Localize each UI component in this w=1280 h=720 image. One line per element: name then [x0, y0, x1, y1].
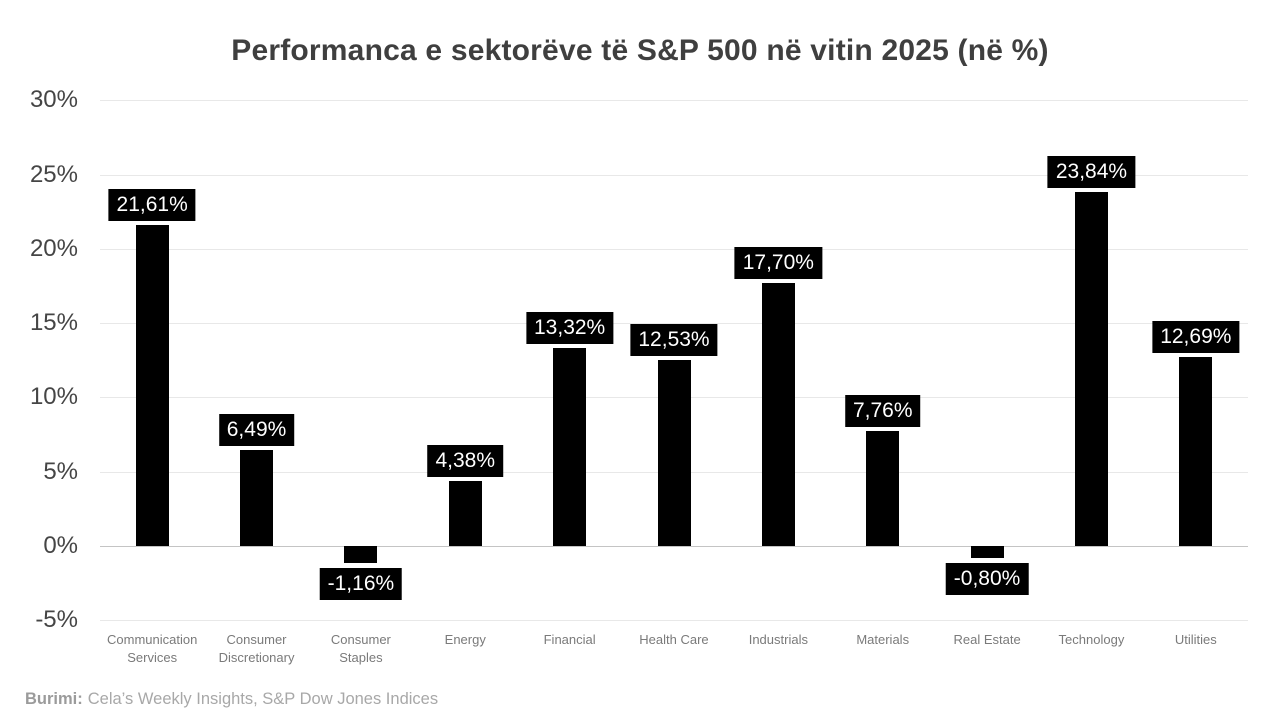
x-category-label: Technology — [1058, 632, 1125, 647]
x-category-label: Energy — [444, 632, 486, 647]
y-axis-tick-label: -5% — [35, 606, 78, 634]
x-category-label: Financial — [543, 632, 596, 647]
y-axis-tick-label: 30% — [29, 86, 78, 114]
bar-value-label: 23,84% — [1047, 155, 1136, 188]
x-category-label: Consumer Discretionary — [218, 632, 295, 665]
bar-value-label: 4,38% — [427, 444, 504, 477]
bar — [970, 546, 1004, 558]
x-category-label: Communication Services — [107, 632, 198, 665]
source-text: Cela’s Weekly Insights, S&P Dow Jones In… — [87, 690, 439, 708]
bar — [761, 283, 795, 546]
gridline — [100, 620, 1248, 622]
bar-value-label: 17,70% — [734, 247, 822, 280]
y-axis-tick-label: 5% — [43, 457, 78, 485]
gridline — [100, 248, 1248, 250]
bar — [448, 480, 482, 546]
gridline — [100, 100, 1248, 102]
bar — [657, 359, 691, 546]
bar — [344, 546, 378, 564]
chart-title: Performanca e sektorëve të S&P 500 në vi… — [231, 34, 1049, 67]
source-label: Burimi: — [25, 690, 83, 708]
bar-value-label: -0,80% — [945, 562, 1029, 595]
y-axis-tick-label: 20% — [29, 234, 78, 262]
x-category-label: Materials — [856, 632, 910, 647]
x-category-label: Health Care — [639, 632, 709, 647]
bar — [1179, 357, 1213, 546]
bar — [135, 224, 169, 546]
bar-value-label: 21,61% — [108, 188, 196, 221]
x-category-label: Real Estate — [953, 632, 1021, 647]
gridline — [100, 174, 1248, 176]
x-category-label: Consumer Staples — [330, 632, 391, 665]
bar-value-label: 7,76% — [844, 394, 921, 427]
bar-value-label: -1,16% — [319, 568, 403, 601]
bar-value-label: 12,53% — [630, 323, 718, 356]
zero-gridline — [100, 546, 1248, 547]
source-note: Burimi: Cela’s Weekly Insights, S&P Dow J… — [25, 690, 438, 709]
bar — [1074, 191, 1108, 546]
x-category-label: Utilities — [1174, 632, 1217, 647]
bar-value-label: 13,32% — [526, 312, 614, 345]
y-axis-tick-label: 25% — [29, 160, 78, 188]
bar-value-label: 12,69% — [1152, 321, 1240, 354]
x-category-label: Industrials — [748, 632, 808, 647]
y-axis-tick-label: 10% — [29, 383, 78, 411]
bar — [866, 430, 900, 546]
bar-value-label: 6,49% — [218, 413, 295, 446]
bar — [553, 348, 587, 546]
y-axis-tick-label: 15% — [29, 309, 78, 337]
bar — [240, 449, 274, 546]
gridline — [100, 323, 1248, 325]
y-axis-tick-label: 0% — [43, 532, 78, 559]
